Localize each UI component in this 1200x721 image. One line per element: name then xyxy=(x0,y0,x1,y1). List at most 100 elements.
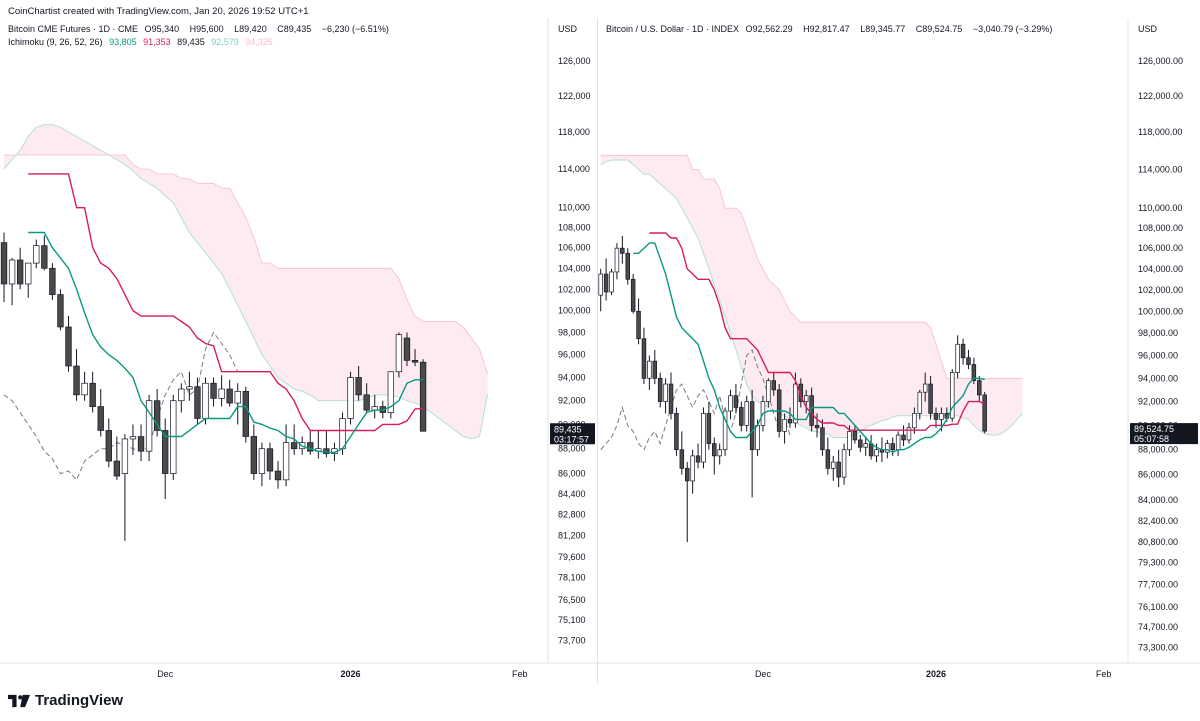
candle-body xyxy=(630,278,636,312)
candle-body xyxy=(266,448,274,472)
y-tick-label: 86,000.00 xyxy=(1138,470,1178,480)
candle-body xyxy=(744,401,749,426)
chart-svg-index[interactable]: USD 126,000.00 122,000.00 118,000.00 114,000… xyxy=(598,18,1200,684)
candle-body xyxy=(609,271,614,293)
candle xyxy=(411,349,419,367)
candle xyxy=(803,389,809,414)
candle-body xyxy=(652,360,658,379)
candle xyxy=(16,247,24,290)
candle xyxy=(647,355,652,390)
candle-body xyxy=(787,419,793,424)
symbol-title[interactable]: Bitcoin / U.S. Dollar · 1D · INDEX xyxy=(606,24,740,34)
candle-body xyxy=(690,455,695,482)
candle xyxy=(178,383,185,413)
candle-body xyxy=(706,413,712,444)
chart-pane-index[interactable]: USD 126,000.00 122,000.00 118,000.00 114,000… xyxy=(598,18,1200,684)
symbol-title[interactable]: Bitcoin CME Futures · 1D · CME xyxy=(8,24,139,34)
candle xyxy=(825,437,831,475)
currency-label: USD xyxy=(558,24,578,34)
candle xyxy=(782,413,787,444)
candle-body xyxy=(8,259,16,285)
candle xyxy=(814,413,820,438)
candle xyxy=(852,425,858,444)
candle-body xyxy=(885,443,890,453)
candle xyxy=(145,394,153,462)
candle-body xyxy=(57,294,64,328)
candle xyxy=(89,371,96,413)
candle-body xyxy=(347,377,354,419)
candle xyxy=(210,377,217,407)
candle xyxy=(868,435,874,460)
candle xyxy=(395,332,403,378)
ichimoku-cloud xyxy=(4,124,488,439)
candle xyxy=(419,359,427,432)
candle-body xyxy=(939,413,944,420)
candle-body xyxy=(603,273,609,293)
indicator-legend[interactable]: Ichimoku (9, 26, 52, 26) 93,805 91,353 8… xyxy=(8,37,393,47)
y-tick-label: 106,000.00 xyxy=(1138,243,1183,253)
candle xyxy=(315,430,322,459)
candle xyxy=(194,377,201,425)
candle xyxy=(641,327,647,385)
candle xyxy=(25,262,32,298)
candle xyxy=(598,268,603,312)
candle-body xyxy=(620,247,625,254)
x-tick-label: Dec xyxy=(157,669,174,679)
candle-body xyxy=(863,443,868,448)
y-tick-label: 122,000 xyxy=(558,91,591,101)
candle xyxy=(242,386,249,443)
ohlc-change: −3,040.79 (−3.29%) xyxy=(972,24,1053,34)
candle-body xyxy=(847,431,852,451)
candle xyxy=(663,378,668,414)
candle xyxy=(162,418,169,499)
y-tick-label: 94,000.00 xyxy=(1138,373,1178,383)
candle xyxy=(733,384,739,414)
candle xyxy=(858,435,863,453)
candle-body xyxy=(814,425,820,429)
indicator-value-spanA: 92,579 xyxy=(211,37,239,47)
candle-body xyxy=(803,395,809,402)
y-tick-label: 74,700.00 xyxy=(1138,622,1178,632)
candle-body xyxy=(717,449,722,457)
candle-body xyxy=(960,343,966,359)
candle xyxy=(49,263,56,300)
candle-body xyxy=(282,442,290,481)
chart-svg-cme[interactable]: USD 126,000 122,000 118,000 114,000 110,000 10… xyxy=(0,18,597,684)
ohlc-close: C89,435 xyxy=(277,24,312,34)
candle-body xyxy=(218,388,225,399)
candle-body xyxy=(105,430,112,462)
candle-body xyxy=(323,448,330,454)
y-tick-label: 118,000.00 xyxy=(1138,127,1182,137)
candle-body xyxy=(766,380,771,402)
candle xyxy=(307,430,314,455)
y-tick-label: 108,000.00 xyxy=(1138,223,1183,233)
candle xyxy=(347,371,354,425)
y-tick-label: 78,100 xyxy=(558,573,586,583)
candle xyxy=(971,357,977,385)
candle xyxy=(105,418,112,468)
y-tick-label: 73,300.00 xyxy=(1138,643,1178,653)
chart-pane-cme[interactable]: USD 126,000 122,000 118,000 114,000 110,000 10… xyxy=(0,18,597,684)
candle-body xyxy=(663,383,668,402)
tenkan-sen-line xyxy=(28,231,424,454)
candle xyxy=(863,437,868,456)
candle-body xyxy=(194,386,201,419)
candle-body xyxy=(387,371,395,413)
candle-body xyxy=(186,386,193,390)
candle xyxy=(202,377,209,425)
pane-separator xyxy=(597,18,598,684)
candle-body xyxy=(274,470,282,481)
currency-label: USD xyxy=(1138,24,1158,34)
candle xyxy=(403,332,411,367)
footer-brand[interactable]: TradingView xyxy=(8,692,123,709)
candle-body xyxy=(202,382,209,419)
candle-body xyxy=(739,407,744,426)
ohlc-high: H92,817.47 xyxy=(803,24,850,34)
y-tick-label: 100,000 xyxy=(558,306,591,316)
candle-body xyxy=(841,449,847,478)
candle xyxy=(603,258,609,301)
candle-body xyxy=(982,394,987,432)
candle xyxy=(717,443,722,465)
